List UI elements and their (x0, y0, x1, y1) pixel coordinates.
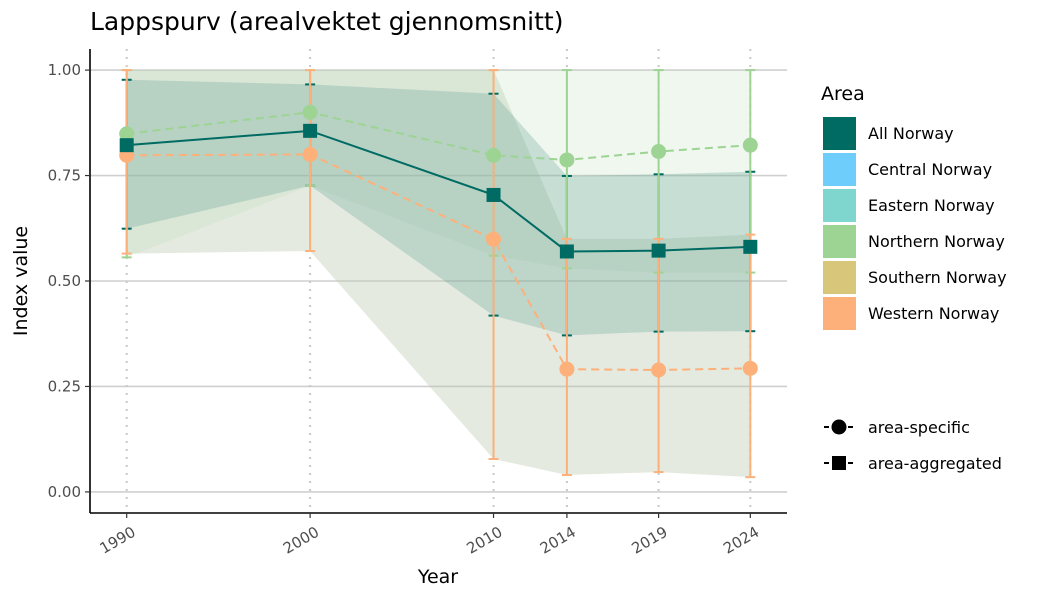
y-tick-label: 0.50 (48, 272, 81, 290)
y-tick-label: 0.00 (48, 483, 81, 501)
legend-label: Western Norway (868, 304, 999, 323)
data-point-circle (559, 152, 575, 168)
data-point-circle (559, 361, 575, 377)
y-tick-label: 1.00 (48, 61, 81, 79)
legend-title: Area (821, 83, 865, 105)
legend-swatch (823, 225, 856, 258)
legend-label: Central Norway (868, 160, 992, 179)
legend-swatch (823, 297, 856, 330)
data-point-circle (651, 362, 667, 378)
legend-swatch (823, 117, 856, 150)
legend-label: Eastern Norway (868, 196, 995, 215)
legend-swatch (823, 153, 856, 186)
data-point-square (743, 239, 758, 254)
data-point-circle (302, 146, 318, 162)
data-point-circle (742, 137, 758, 153)
x-tick-label: 2024 (720, 523, 762, 558)
x-tick-label: 2019 (629, 523, 671, 558)
data-point-square (559, 244, 574, 259)
x-tick-label: 2000 (280, 523, 322, 558)
data-point-circle (486, 147, 502, 163)
confidence-band (126, 70, 751, 478)
series-line (126, 153, 751, 372)
x-tick-label: 2010 (463, 523, 505, 558)
legend-swatch (823, 261, 856, 294)
series-line (126, 129, 751, 253)
y-axis-title: Index value (10, 226, 32, 336)
data-point-square (651, 243, 666, 258)
chart-title: Lappspurv (arealvektet gjennomsnitt) (90, 7, 564, 36)
x-tick-label: 2014 (537, 523, 579, 558)
legend-label: Northern Norway (868, 232, 1005, 251)
data-point-square (303, 123, 318, 138)
x-axis-title: Year (417, 566, 458, 588)
legend-label: Southern Norway (868, 268, 1007, 287)
y-tick-label: 0.25 (48, 377, 81, 395)
data-point-circle (119, 126, 135, 142)
x-tick-label: 1990 (97, 523, 139, 558)
legend-label: All Norway (868, 124, 954, 143)
data-point-square (119, 138, 134, 153)
legend-circle-marker (831, 419, 847, 435)
y-tick-label: 0.75 (48, 167, 81, 185)
confidence-band (126, 79, 751, 336)
data-point-circle (651, 144, 667, 160)
data-point-circle (302, 104, 318, 120)
plot-area (90, 49, 787, 513)
series-line (126, 111, 751, 161)
legend-shape-label: area-aggregated (868, 454, 1002, 473)
legend-shape-label: area-specific (868, 418, 970, 437)
confidence-band (126, 70, 751, 273)
legend-swatch (823, 189, 856, 222)
legend-square-marker (832, 456, 846, 470)
data-point-square (486, 187, 501, 202)
data-point-circle (742, 360, 758, 376)
data-point-circle (486, 231, 502, 247)
